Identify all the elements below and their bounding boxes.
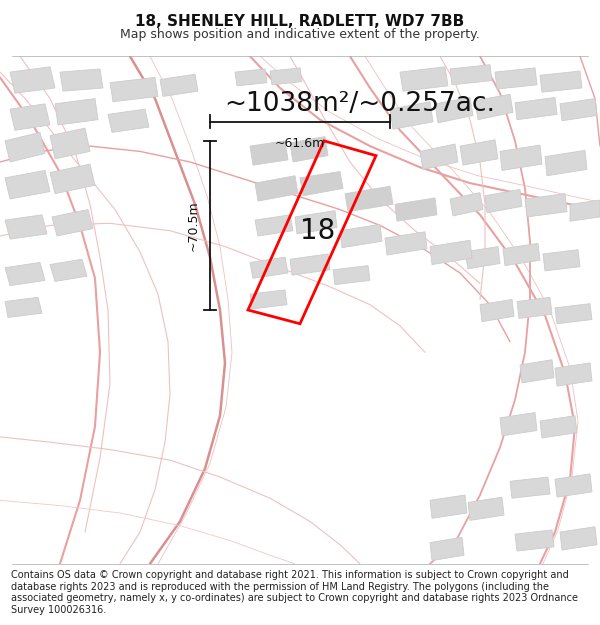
- Polygon shape: [10, 67, 55, 93]
- Polygon shape: [395, 198, 437, 221]
- Polygon shape: [555, 474, 592, 497]
- Polygon shape: [430, 495, 467, 518]
- Polygon shape: [290, 254, 330, 275]
- Polygon shape: [345, 186, 393, 212]
- Polygon shape: [5, 132, 45, 162]
- Polygon shape: [110, 78, 158, 102]
- Polygon shape: [540, 71, 582, 92]
- Polygon shape: [435, 98, 473, 123]
- Polygon shape: [300, 171, 343, 196]
- Polygon shape: [503, 243, 540, 266]
- Polygon shape: [475, 94, 513, 119]
- Polygon shape: [250, 257, 288, 278]
- Polygon shape: [390, 102, 433, 129]
- Polygon shape: [543, 250, 580, 271]
- Polygon shape: [250, 290, 287, 309]
- Polygon shape: [430, 538, 464, 561]
- Polygon shape: [515, 98, 557, 119]
- Polygon shape: [500, 412, 537, 436]
- Polygon shape: [515, 530, 554, 551]
- Polygon shape: [500, 145, 542, 171]
- Polygon shape: [517, 298, 552, 319]
- Polygon shape: [468, 497, 504, 521]
- Polygon shape: [510, 477, 550, 498]
- Polygon shape: [420, 144, 458, 169]
- Text: ~1038m²/~0.257ac.: ~1038m²/~0.257ac.: [224, 91, 496, 117]
- Polygon shape: [50, 259, 87, 281]
- Polygon shape: [555, 304, 592, 324]
- Polygon shape: [545, 151, 587, 176]
- Text: Map shows position and indicative extent of the property.: Map shows position and indicative extent…: [120, 28, 480, 41]
- Polygon shape: [5, 262, 45, 286]
- Polygon shape: [295, 211, 337, 234]
- Polygon shape: [555, 363, 592, 386]
- Polygon shape: [570, 200, 600, 221]
- Polygon shape: [450, 192, 483, 216]
- Polygon shape: [495, 68, 537, 89]
- Polygon shape: [160, 74, 198, 96]
- Polygon shape: [5, 215, 47, 239]
- Polygon shape: [540, 416, 577, 438]
- Polygon shape: [290, 137, 328, 162]
- Text: Contains OS data © Crown copyright and database right 2021. This information is : Contains OS data © Crown copyright and d…: [11, 570, 578, 615]
- Polygon shape: [385, 232, 427, 255]
- Polygon shape: [108, 109, 149, 132]
- Polygon shape: [5, 171, 50, 199]
- Polygon shape: [5, 298, 42, 318]
- Polygon shape: [460, 140, 498, 165]
- Polygon shape: [560, 527, 597, 550]
- Polygon shape: [60, 69, 103, 91]
- Polygon shape: [50, 164, 95, 194]
- Polygon shape: [10, 104, 50, 130]
- Polygon shape: [400, 67, 448, 91]
- Polygon shape: [450, 65, 492, 85]
- Polygon shape: [340, 224, 382, 248]
- Polygon shape: [520, 360, 554, 383]
- Polygon shape: [465, 246, 500, 269]
- Polygon shape: [430, 240, 472, 264]
- Polygon shape: [250, 141, 288, 165]
- Text: 18, SHENLEY HILL, RADLETT, WD7 7BB: 18, SHENLEY HILL, RADLETT, WD7 7BB: [136, 14, 464, 29]
- Polygon shape: [255, 176, 298, 201]
- Polygon shape: [480, 299, 514, 322]
- Polygon shape: [333, 266, 370, 284]
- Text: ~70.5m: ~70.5m: [187, 200, 200, 251]
- Text: 18: 18: [301, 217, 335, 245]
- Polygon shape: [560, 99, 597, 121]
- Polygon shape: [270, 68, 302, 85]
- Polygon shape: [255, 215, 293, 236]
- Polygon shape: [52, 209, 93, 236]
- Polygon shape: [55, 99, 98, 125]
- Polygon shape: [525, 194, 567, 217]
- Polygon shape: [235, 69, 267, 86]
- Polygon shape: [50, 128, 90, 159]
- Polygon shape: [485, 189, 522, 213]
- Text: ~61.6m: ~61.6m: [275, 137, 325, 149]
